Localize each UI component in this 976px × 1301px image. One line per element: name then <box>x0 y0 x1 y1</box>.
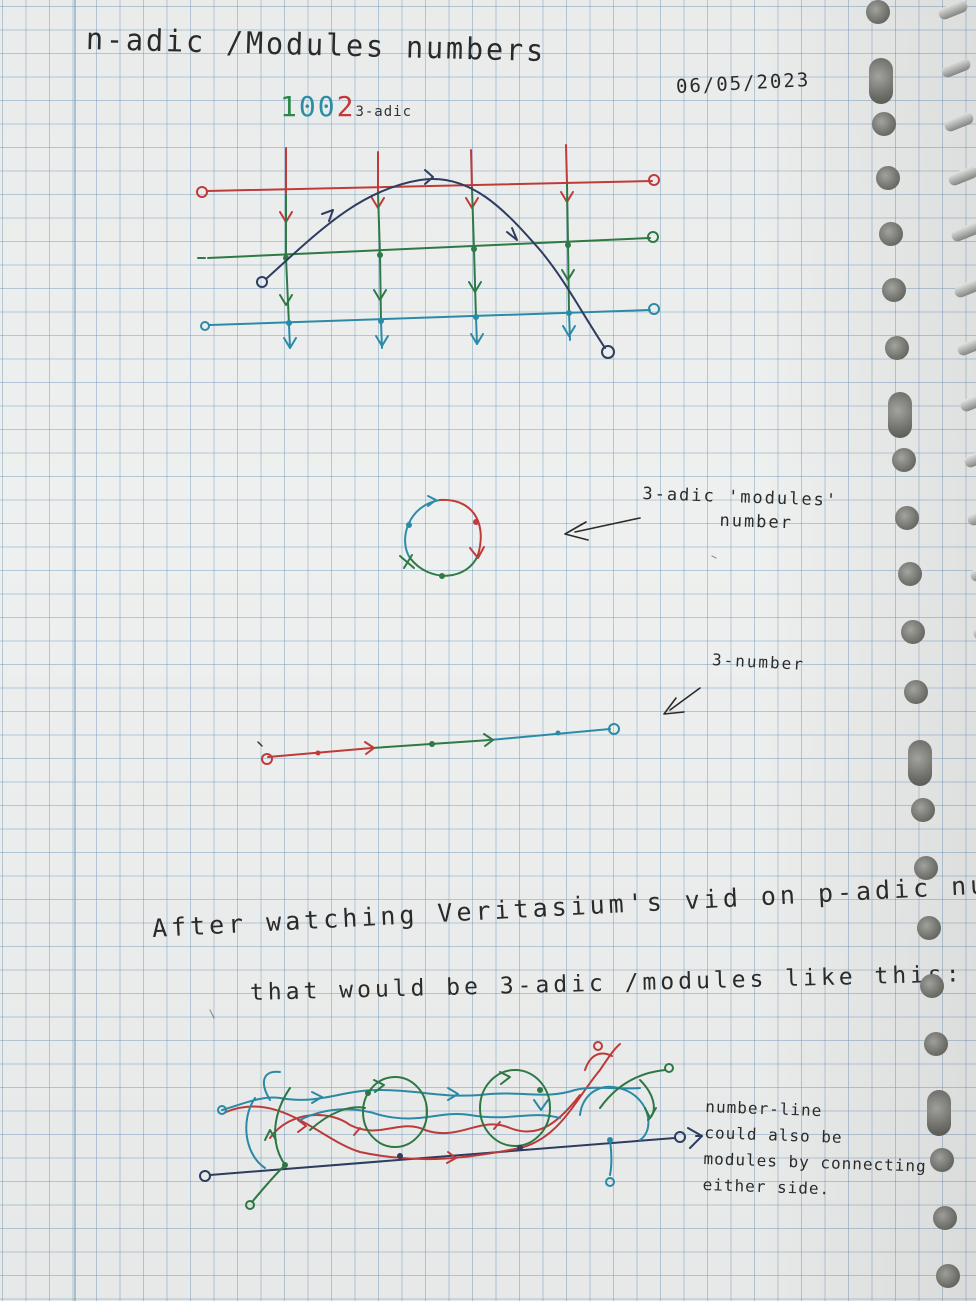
binding-hole <box>914 856 938 880</box>
binding-hole <box>888 392 913 438</box>
binding-hole <box>933 1206 958 1230</box>
binding-hole <box>930 1148 954 1172</box>
green-number-line <box>207 237 651 259</box>
binding-coil <box>959 390 976 414</box>
binding-hole <box>875 166 900 190</box>
figure1-dots <box>283 242 572 326</box>
binding-hole <box>907 740 932 786</box>
binding-coil <box>936 0 970 22</box>
figure1-vertical-connectors <box>279 144 576 349</box>
figure1-arc <box>256 169 615 359</box>
figure2-circle <box>399 495 485 579</box>
binding-coil <box>962 446 976 470</box>
figure4-dots <box>282 1087 613 1168</box>
binding-hole <box>872 112 897 136</box>
binding-hole <box>910 798 935 822</box>
binding-hole <box>898 562 922 586</box>
teal-number-line <box>209 309 651 326</box>
digit-2: 2 <box>336 90 356 123</box>
binding-hole <box>885 336 910 360</box>
red-line-start-circle <box>196 186 208 198</box>
binding-hole <box>936 1264 961 1288</box>
binding-hole <box>891 448 916 472</box>
figure3-number-line <box>257 723 620 765</box>
binding-hole <box>917 916 942 940</box>
teal-line-start-circle <box>200 321 210 331</box>
binding-coil <box>952 276 976 300</box>
binding-coil <box>956 334 976 358</box>
red-line-end-circle <box>648 174 660 186</box>
binding-hole <box>904 680 929 704</box>
binding-hole <box>923 1032 948 1056</box>
binding-hole <box>894 506 919 530</box>
figure1-label: 10023-adic <box>280 90 412 123</box>
binding-coil <box>968 560 976 584</box>
digit-1: 1 <box>280 90 299 123</box>
figure2-pointer-arrow <box>564 517 641 541</box>
pencil-marks <box>209 555 717 1019</box>
digit-0a: 0 <box>298 90 318 123</box>
binding-coil <box>940 56 973 80</box>
digit-0b: 0 <box>317 90 337 123</box>
binding-coil <box>946 164 976 188</box>
binding-hole <box>878 222 903 246</box>
binding-coil <box>965 504 976 528</box>
figure1-number-lines <box>196 174 660 331</box>
red-number-line <box>206 180 653 192</box>
binding-hole <box>901 620 926 644</box>
binding-coil <box>943 110 976 134</box>
binding-hole <box>926 1090 951 1136</box>
binding-hole <box>866 0 890 24</box>
binding-coil <box>972 618 976 642</box>
binding-hole <box>920 974 945 998</box>
figure3-pointer-arrow <box>663 687 701 715</box>
green-line-end-circle <box>647 231 659 243</box>
subscript-3adic: 3-adic <box>355 104 413 120</box>
binding-coil <box>949 220 976 244</box>
figure4-base-line <box>199 1127 703 1182</box>
teal-line-end-circle <box>648 303 660 315</box>
margin-line <box>74 0 76 1301</box>
binding-hole <box>882 278 906 302</box>
binding-hole <box>869 58 894 104</box>
